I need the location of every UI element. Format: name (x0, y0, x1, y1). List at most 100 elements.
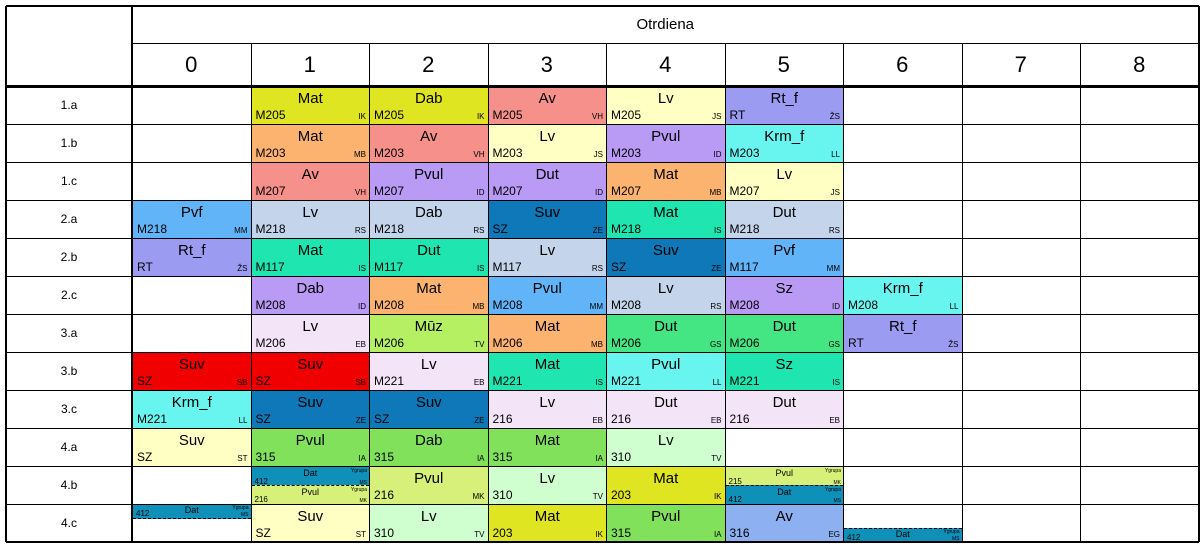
lesson-cell[interactable]: Pvul M207 ID (370, 163, 488, 200)
lesson-cell[interactable]: Av M205 VH (488, 87, 606, 124)
split-lesson[interactable]: Pvul 215 Ygrupa MK Dat 412 Ygrupa MS (725, 467, 843, 504)
lesson-teacher: ŽS (948, 340, 959, 349)
lesson-teacher: Ygrupa (232, 505, 249, 511)
lesson-room: M221 (374, 374, 405, 388)
lesson-half[interactable]: Pvul 215 Ygrupa MK (725, 467, 843, 486)
lesson-cell[interactable]: Suv SZ ZE (370, 391, 488, 428)
lesson-cell[interactable]: Dab M218 RS (370, 201, 488, 238)
lesson-subject: Dat (184, 505, 199, 515)
split-lesson[interactable]: Dat 412 Ygrupa MS Pvul 216 Ygrupa MK (251, 467, 369, 504)
lesson-cell[interactable]: Av 316 EG (725, 505, 843, 542)
lesson-cell[interactable]: Suv SZ ZE (607, 239, 725, 276)
lesson-subject: Dut (417, 242, 441, 259)
grid-line (6, 428, 1199, 429)
lesson-cell[interactable]: Av M207 VH (251, 163, 369, 200)
lesson-cell[interactable]: Krm_f M221 LL (133, 391, 251, 428)
lesson-subject: Rt_f (177, 242, 206, 259)
lesson-teacher: IK (358, 112, 366, 121)
lesson-cell[interactable]: Av M203 VH (370, 125, 488, 162)
lesson-cell[interactable]: Lv M117 RS (488, 239, 606, 276)
lesson-cell[interactable]: Dut M206 GS (607, 315, 725, 352)
lesson-cell[interactable]: Sz M221 IS (725, 353, 843, 390)
lesson-cell[interactable]: Mat M218 IS (607, 201, 725, 238)
lesson-half[interactable]: Dat 412 Ygrupa MS (251, 467, 369, 486)
lesson-cell[interactable]: Suv SZ SB (251, 353, 369, 390)
lesson-cell[interactable]: Dab M208 ID (251, 277, 369, 314)
lesson-cell[interactable]: Krm_f M208 LL (844, 277, 962, 314)
lesson-cell[interactable]: Dut 216 EB (725, 391, 843, 428)
lesson-cell[interactable]: Suv SZ ST (133, 429, 251, 466)
lesson-cell[interactable]: Rt_f RT ŽS (844, 315, 962, 352)
lesson-teacher: LL (238, 416, 248, 425)
lesson-half[interactable]: Pvul 216 Ygrupa MK (251, 484, 369, 504)
lesson-room: M218 (611, 222, 642, 236)
lesson-cell[interactable]: Suv SZ SB (133, 353, 251, 390)
lesson-cell[interactable]: Pvul 315 IA (251, 429, 369, 466)
lesson-teacher: JS (830, 188, 840, 197)
lesson-cell[interactable]: Lv 216 EB (488, 391, 606, 428)
lesson-cell[interactable]: Rt_f RT ŽS (133, 239, 251, 276)
lesson-cell[interactable]: Lv 310 TV (488, 467, 606, 504)
lesson-cell[interactable]: Pvf M218 MM (133, 201, 251, 238)
lesson-teacher: MB (354, 150, 366, 159)
lesson-cell[interactable]: Pvul 216 MK (370, 467, 488, 504)
lesson-teacher: JS (712, 112, 722, 121)
lesson-subject: Mat (297, 242, 323, 259)
lesson-subject: Dut (772, 394, 796, 411)
lesson-cell[interactable]: Mūz M206 TV (370, 315, 488, 352)
lesson-cell[interactable]: Lv M208 RS (607, 277, 725, 314)
lesson-cell[interactable]: Pvul M203 ID (607, 125, 725, 162)
lesson-cell[interactable]: Dut M207 ID (488, 163, 606, 200)
lesson-cell[interactable]: Lv 310 TV (607, 429, 725, 466)
lesson-cell[interactable]: Suv SZ ZE (488, 201, 606, 238)
lesson-cell[interactable]: Lv M207 JS (725, 163, 843, 200)
partial-lesson[interactable]: Dat 412 Ygrupa MS (133, 505, 251, 519)
lesson-cell[interactable]: Mat M207 MB (607, 163, 725, 200)
lesson-teacher: GS (828, 340, 840, 349)
lesson-cell[interactable]: Pvul 315 IA (607, 505, 725, 542)
lesson-cell[interactable]: Mat M208 MB (370, 277, 488, 314)
lesson-cell[interactable]: Lv 310 TV (370, 505, 488, 542)
lesson-cell[interactable]: Pvul M221 LL (607, 353, 725, 390)
lesson-cell[interactable]: Mat M203 MB (251, 125, 369, 162)
lesson-room: SZ (255, 412, 271, 426)
lesson-cell[interactable]: Dut 216 EB (607, 391, 725, 428)
lesson-cell[interactable]: Krm_f M203 LL (725, 125, 843, 162)
lesson-cell[interactable]: Rt_f RT ŽS (725, 87, 843, 124)
lesson-room: M208 (255, 298, 286, 312)
lesson-cell[interactable]: Suv SZ ZE (251, 391, 369, 428)
lesson-cell[interactable]: Mat 203 IK (607, 467, 725, 504)
lesson-cell[interactable]: Lv M221 EB (370, 353, 488, 390)
lesson-cell[interactable]: Dab M205 IK (370, 87, 488, 124)
lesson-cell[interactable]: Dut M218 RS (725, 201, 843, 238)
lesson-cell[interactable]: Lv M205 JS (607, 87, 725, 124)
lesson-cell[interactable]: Lv M218 RS (251, 201, 369, 238)
lesson-cell[interactable]: Pvul M208 MM (488, 277, 606, 314)
lesson-room: 315 (611, 526, 632, 540)
lesson-teacher: ST (237, 454, 248, 463)
lesson-cell[interactable]: Dut M206 GS (725, 315, 843, 352)
lesson-cell[interactable]: Mat M117 IS (251, 239, 369, 276)
period-header: 7 (1014, 51, 1027, 77)
lesson-cell[interactable]: Lv M203 JS (488, 125, 606, 162)
lesson-cell[interactable]: Sz M208 ID (725, 277, 843, 314)
lesson-teacher: TV (592, 492, 603, 501)
lesson-cell[interactable]: Dab 315 IA (370, 429, 488, 466)
lesson-cell[interactable]: Pvf M117 MM (725, 239, 843, 276)
lesson-subject: Av (538, 90, 556, 107)
lesson-room: 315 (374, 450, 395, 464)
lesson-cell[interactable]: Mat 203 IK (488, 505, 606, 542)
partial-lesson[interactable]: Dat 412 Ygrupa MS (844, 528, 962, 542)
lesson-cell[interactable]: Dut M117 IS (370, 239, 488, 276)
lesson-cell[interactable]: Mat M205 IK (251, 87, 369, 124)
grid-line (1080, 43, 1081, 542)
lesson-teacher: TV (711, 454, 722, 463)
grid-line (131, 6, 133, 542)
lesson-cell[interactable]: Suv SZ ST (251, 505, 369, 542)
lesson-cell[interactable]: Mat 315 IA (488, 429, 606, 466)
lesson-cell[interactable]: Lv M206 EB (251, 315, 369, 352)
lesson-cell[interactable]: Mat M206 MB (488, 315, 606, 352)
lesson-cell[interactable]: Mat M221 IS (488, 353, 606, 390)
lesson-half[interactable]: Dat 412 Ygrupa MS (725, 484, 843, 504)
period-header: 3 (540, 51, 553, 77)
